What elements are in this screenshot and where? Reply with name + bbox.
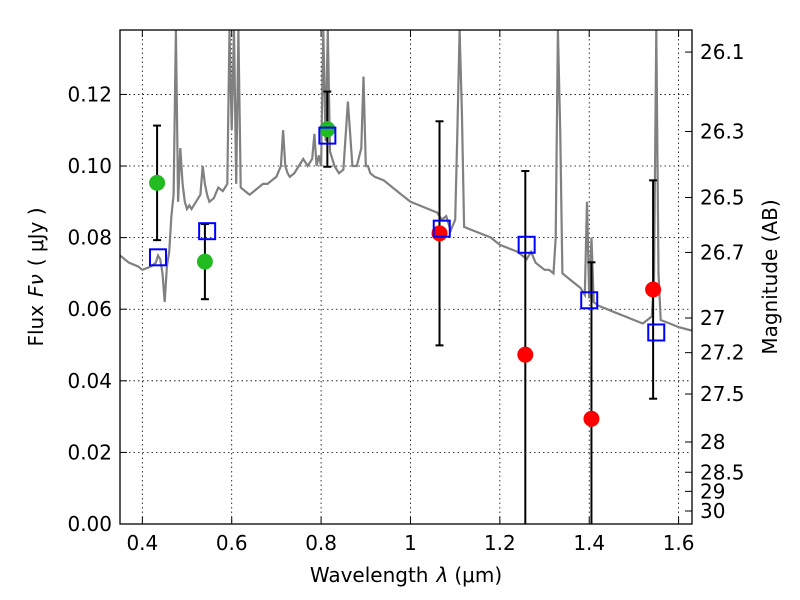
x-axis-label: Wavelength λ (μm) [310,563,502,587]
mag-tick-label: 27.2 [700,341,745,365]
y-tick-label: 0.12 [67,82,112,106]
y-tick-label: 0.02 [67,440,112,464]
y-tick-label: 0.04 [67,369,112,393]
x-tick-label: 1 [404,531,417,555]
y-tick-label: 0.08 [67,226,112,250]
y-tick-label: 0.06 [67,297,112,321]
model-photometry-square [318,126,337,145]
x-tick-label: 1.4 [573,531,605,555]
mag-tick-label: 27.5 [700,382,745,406]
plot-frame [119,29,693,525]
model-photometry-square [580,291,599,310]
y-tick-label: 0.10 [67,154,112,178]
data-point-circle [319,121,336,138]
model-photometry-square [148,248,167,267]
data-point-circle [583,410,600,427]
x-tick-label: 0.4 [126,531,158,555]
mag-tick-label: 29 [700,479,725,503]
mag-tick-label: 30 [700,499,725,523]
mag-tick-label: 26.1 [700,40,745,64]
data-point-circle [645,281,662,298]
model-photometry-square [198,222,217,241]
mag-tick-label: 26.7 [700,240,745,264]
mag-tick-label: 26.3 [700,119,745,143]
model-photometry-square [432,219,451,238]
mag-tick-label: 27 [700,306,725,330]
data-markers [148,121,666,427]
x-tick-label: 1.2 [484,531,516,555]
mag-tick-label: 28 [700,430,725,454]
data-point-circle [196,253,213,270]
mag-tick-label: 26.5 [700,186,745,210]
x-tick-label: 0.8 [305,531,337,555]
model-spectrum-line [120,30,692,332]
mag-tick-label: 28.5 [700,460,745,484]
model-photometry-square [647,323,666,342]
axis-ticks [120,30,692,525]
model-photometry-square [517,235,536,254]
y2-axis-label: Magnitude (AB) [758,199,782,354]
y-axis-label: FluxFν( μJy ) [24,207,48,346]
plot-area [120,30,692,524]
x-tick-label: 0.6 [216,531,248,555]
x-tick-label: 1.6 [663,531,695,555]
axis-labels: 0.4 0.6 0.8 1 1.2 1.4 1.6 0.00 0.02 0.04 0.06 0.08 0… [67,40,744,555]
data-point-circle [517,346,534,363]
y-tick-label: 0.00 [67,512,112,536]
data-point-circle [149,174,166,191]
